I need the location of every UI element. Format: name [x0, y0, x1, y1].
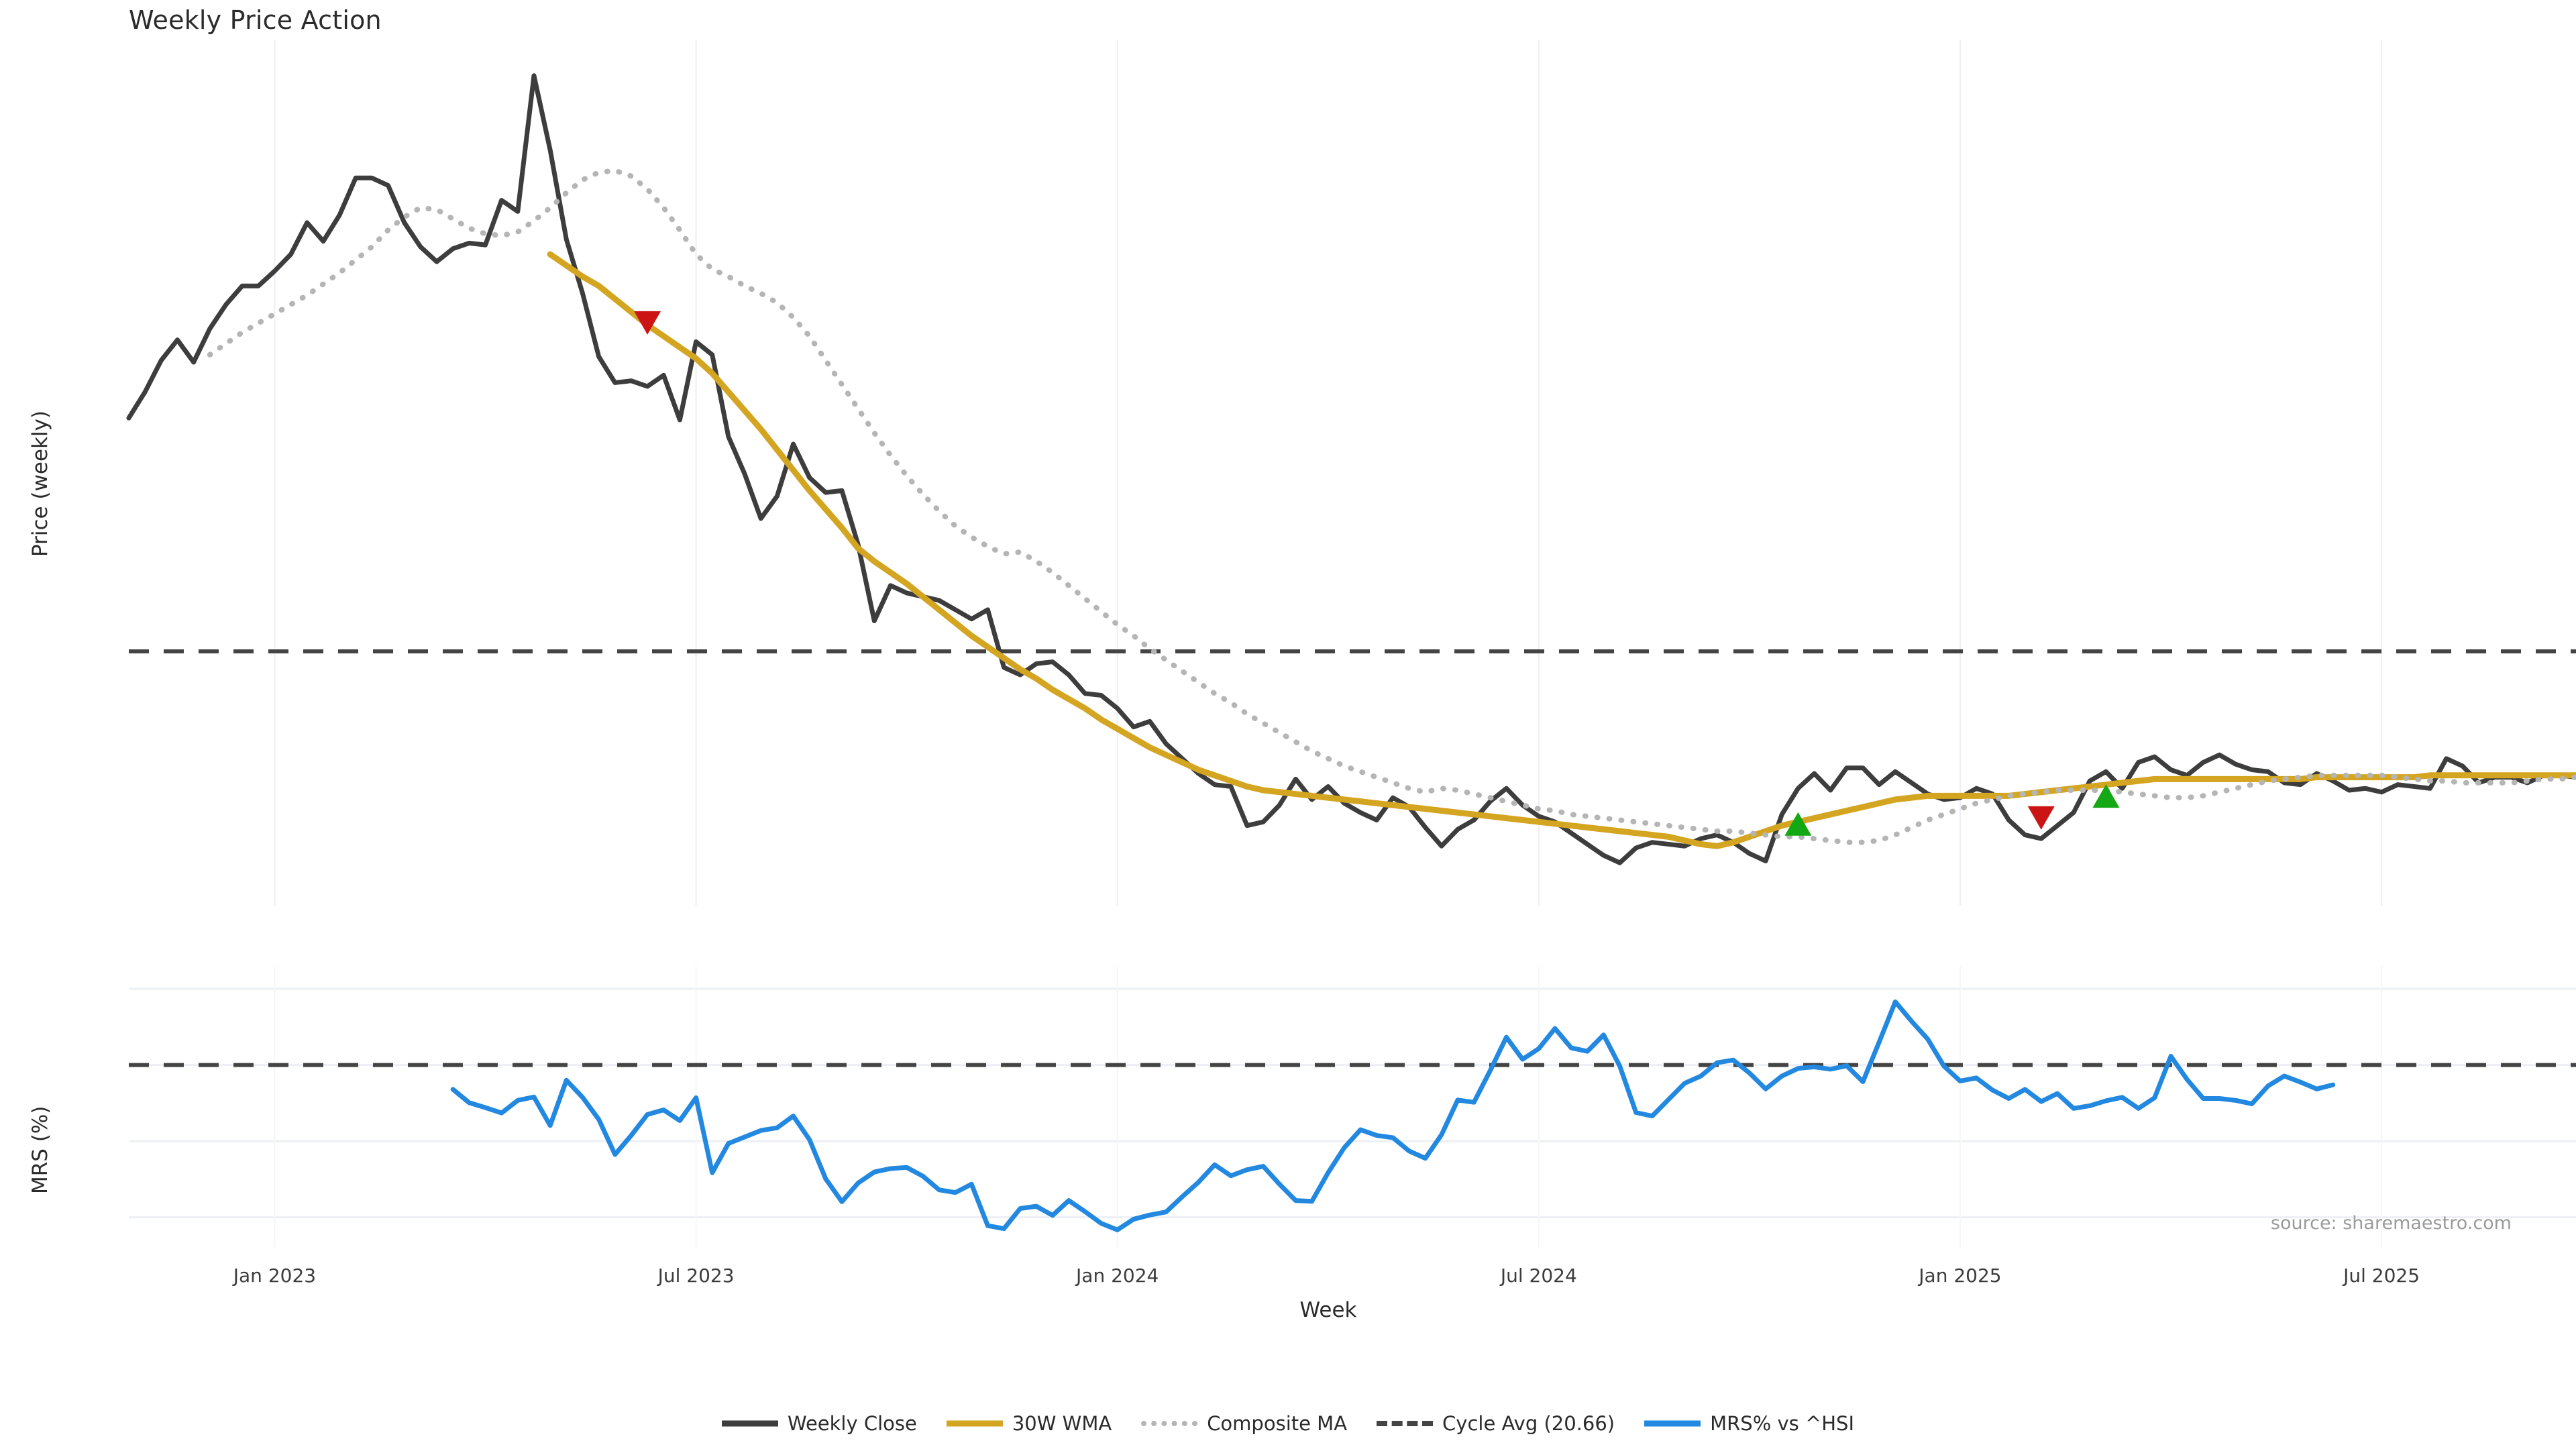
series-line-3: [450, 999, 2336, 1232]
legend-label: 30W WMA: [1012, 1412, 1112, 1435]
mrs-panel: [129, 966, 2576, 1248]
series-line-2: [207, 168, 2576, 845]
xtick-label: Jan 2024: [1076, 1265, 1159, 1287]
price-panel: [126, 40, 2576, 906]
xtick-label: Jan 2025: [1919, 1265, 2002, 1287]
xtick-label: Jan 2023: [233, 1265, 317, 1287]
series-line-0: [126, 73, 2576, 865]
xtick-label: Jul 2023: [657, 1265, 735, 1287]
mrs-plot: [129, 966, 2576, 1248]
mrs-axis-label: MRS (%): [28, 1106, 52, 1194]
legend-item-1[interactable]: 30W WMA: [946, 1412, 1112, 1435]
chart-legend: Weekly Close 30W WMA Composite MA Cycle Avg…: [0, 1412, 2576, 1435]
legend-item-3[interactable]: Cycle Avg (20.66): [1377, 1412, 1615, 1435]
xtick-label: Jul 2025: [2343, 1265, 2420, 1287]
legend-label: Weekly Close: [787, 1412, 917, 1435]
chart-title: Weekly Price Action: [129, 5, 382, 35]
price-plot: [126, 40, 2576, 906]
price-axis-label: Price (weekly): [28, 410, 52, 557]
series-line-1: [547, 251, 2576, 849]
x-axis-label: Week: [1299, 1298, 1357, 1322]
signal-marker-buy: [2092, 784, 2120, 808]
legend-item-2[interactable]: Composite MA: [1141, 1412, 1347, 1435]
signal-marker-sell: [634, 311, 661, 335]
signal-marker-sell: [2027, 806, 2055, 830]
legend-item-0[interactable]: Weekly Close: [721, 1412, 917, 1435]
legend-label: Cycle Avg (20.66): [1442, 1412, 1615, 1435]
source-watermark: source: sharemaestro.com: [2270, 1213, 2512, 1234]
signal-marker-buy: [1784, 812, 1812, 836]
legend-item-4[interactable]: MRS% vs ^HSI: [1644, 1412, 1854, 1435]
xtick-label: Jul 2024: [1500, 1265, 1577, 1287]
legend-label: MRS% vs ^HSI: [1710, 1412, 1855, 1435]
legend-label: Composite MA: [1207, 1412, 1348, 1435]
